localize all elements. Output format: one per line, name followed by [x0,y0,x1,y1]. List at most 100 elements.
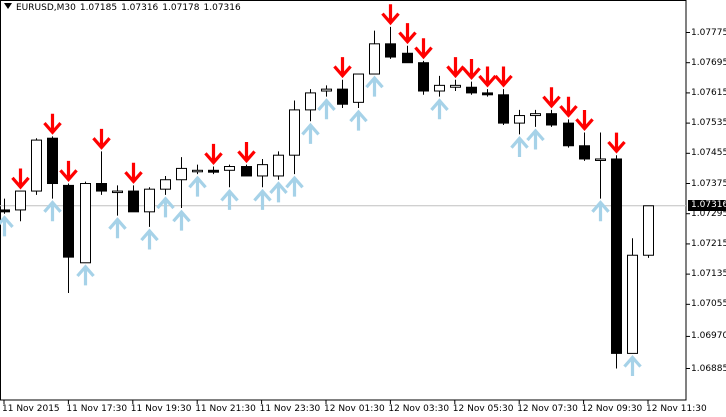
candle-body [546,113,557,126]
candle-body [337,88,348,105]
sell-arrow-icon [559,96,578,118]
symbol-label: EURUSD,M30 [16,3,76,13]
candle-body [160,179,171,190]
candle-body [0,209,10,213]
y-tick-label: 1.06970 [691,331,726,342]
sell-arrow-icon [43,113,62,135]
sell-arrow-icon [478,66,497,88]
buy-arrow-icon [301,122,320,144]
candle-body [15,190,26,211]
candle-body [595,158,606,161]
candle-body [466,86,477,94]
y-tick-label: 1.07055 [691,299,726,310]
y-tick-label: 1.07375 [691,178,726,189]
sell-arrow-icon [237,142,256,164]
buy-arrow-icon [430,98,449,120]
x-tick-label: 12 Nov 01:30 [324,404,385,414]
buy-arrow-icon [156,196,175,218]
y-tick-label: 1.07535 [691,118,726,129]
close-value: 1.07316 [203,3,241,13]
sell-arrow-icon [59,160,78,182]
sell-arrow-icon [462,58,481,81]
candle-body [241,166,252,177]
candle-body [144,188,155,213]
candle-body [530,113,541,117]
chart-header: EURUSD,M30 1.07185 1.07316 1.07178 1.07316 [4,3,245,13]
y-tick-label: 1.07295 [691,208,726,219]
x-tick-label: 12 Nov 09:30 [581,404,643,414]
buy-arrow-icon [220,188,239,210]
candle-body [563,122,574,147]
high-value: 1.07316 [121,3,159,13]
buy-arrow-icon [43,200,62,222]
candle-body [224,166,235,171]
buy-arrow-icon [317,98,336,120]
x-tick-label: 11 Nov 19:30 [130,404,192,414]
open-value: 1.07185 [79,3,118,13]
candle-body [369,43,380,75]
candle-body [208,169,219,173]
buy-arrow-icon [591,200,610,222]
candle-body [579,145,590,160]
y-tick-label: 1.07215 [691,238,726,249]
buy-arrow-icon [623,354,642,376]
triangle-down-icon[interactable] [4,3,12,9]
x-tick-label: 11 Nov 17:30 [66,404,128,414]
x-tick-label: 11 Nov 23:30 [259,404,321,414]
plot-frame [0,0,687,401]
sell-arrow-icon [542,87,561,109]
buy-arrow-icon [526,128,545,150]
candle-body [498,94,509,124]
sell-arrow-icon [398,23,417,45]
low-value: 1.07178 [162,3,200,13]
sell-arrow-icon [575,109,594,131]
candle-body [176,167,187,181]
y-tick-label: 1.07135 [691,269,726,280]
buy-arrow-icon [269,181,288,203]
candle-body [385,43,396,58]
buy-arrow-icon [285,175,304,197]
sell-arrow-icon [381,4,400,26]
x-tick-label: 12 Nov 05:30 [452,404,514,414]
candle-body [434,84,445,92]
buy-arrow-icon [108,217,127,239]
sell-arrow-icon [446,57,465,79]
buy-arrow-icon [140,228,159,250]
candle-body [305,92,316,111]
sell-arrow-icon [607,132,626,154]
candle-body [192,169,203,173]
sell-arrow-icon [414,38,433,60]
y-tick-label: 1.07615 [691,87,726,98]
y-tick-label: 1.07775 [691,27,726,38]
candle-body [321,88,332,92]
sell-arrow-icon [92,128,111,150]
candle-body [627,254,638,354]
candle-body [643,205,654,256]
buy-arrow-icon [76,264,95,286]
sell-arrow-icon [11,168,30,190]
x-tick-label: 12 Nov 07:30 [517,404,578,414]
candle-body [31,139,42,192]
candle-body [96,183,107,192]
x-tick-label: 12 Nov 03:30 [388,404,450,414]
candle-body [112,190,123,194]
y-tick-label: 1.06885 [691,363,726,374]
sell-arrow-icon [494,66,513,88]
candle-body [514,115,525,124]
candle-body [611,158,622,354]
sell-arrow-icon [204,143,223,165]
candle-body [47,137,58,185]
x-tick-label: 12 Nov 11:30 [646,404,707,414]
candle-body [80,183,91,264]
candle-body [63,184,74,258]
candle-body [402,52,413,64]
sell-arrow-icon [124,162,143,184]
candle-body [273,154,284,177]
buy-arrow-icon [0,215,14,237]
sell-arrow-icon [333,57,352,79]
y-tick-label: 1.07455 [691,148,726,159]
x-tick-label: 11 Nov 2015 [2,404,60,414]
buy-arrow-icon [365,75,384,97]
